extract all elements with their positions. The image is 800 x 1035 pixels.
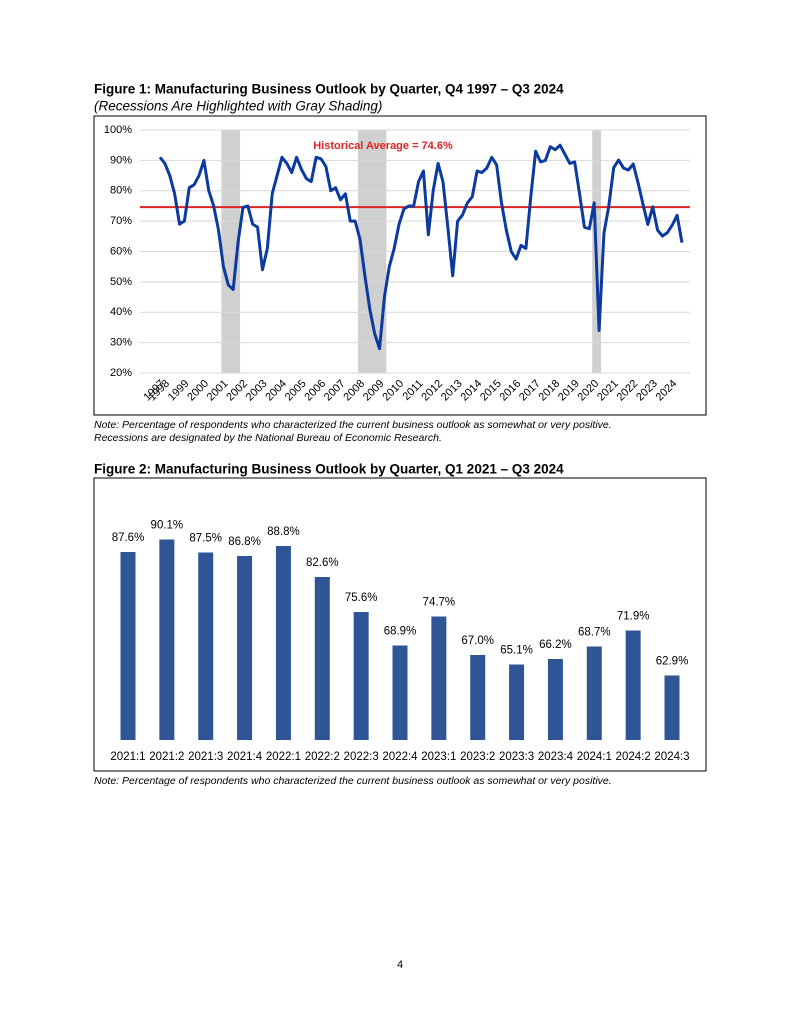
x-tick-label: 2024:2 xyxy=(616,751,651,763)
x-tick-label: 2024:1 xyxy=(577,751,612,763)
y-tick-label: 30% xyxy=(110,337,132,349)
bar xyxy=(664,675,680,740)
value-label: 88.8% xyxy=(267,526,300,538)
value-label: 87.5% xyxy=(189,533,222,545)
figure-subtitle: (Recessions Are Highlighted with Gray Sh… xyxy=(94,99,382,114)
x-tick-label: 2021:2 xyxy=(149,751,184,763)
x-tick-label: 2021 xyxy=(595,378,621,404)
x-tick-label: 2020 xyxy=(576,378,602,404)
note: Recessions are designated by the Nationa… xyxy=(94,432,442,444)
x-tick-label: 2022:1 xyxy=(266,751,301,763)
bar xyxy=(547,659,563,740)
x-tick-label: 2002 xyxy=(224,378,250,404)
x-tick-label: 2005 xyxy=(283,378,309,404)
x-tick-label: 2000 xyxy=(185,378,211,404)
bar xyxy=(392,645,408,740)
x-tick-label: 2014 xyxy=(458,378,484,404)
bar xyxy=(314,577,330,740)
y-tick-label: 90% xyxy=(110,154,132,166)
x-tick-label: 2023 xyxy=(634,378,660,404)
x-tick-label: 2024 xyxy=(654,378,680,404)
x-tick-label: 2021:3 xyxy=(188,751,223,763)
x-tick-label: 2015 xyxy=(478,378,504,404)
value-label: 86.8% xyxy=(228,536,261,548)
x-tick-label: 2007 xyxy=(322,378,348,404)
x-tick-label: 2013 xyxy=(439,378,465,404)
x-tick-label: 2006 xyxy=(302,378,328,404)
x-tick-label: 2010 xyxy=(380,378,406,404)
bar xyxy=(159,539,175,740)
y-tick-label: 60% xyxy=(110,245,132,257)
bar xyxy=(353,612,369,740)
y-tick-label: 70% xyxy=(110,215,132,227)
y-tick-label: 40% xyxy=(110,306,132,318)
note: Note: Percentage of respondents who char… xyxy=(94,419,612,431)
value-label: 68.7% xyxy=(578,627,611,639)
x-tick-label: 2022:4 xyxy=(382,751,418,763)
x-tick-label: 2023:3 xyxy=(499,751,534,763)
series-line xyxy=(158,143,684,351)
bar xyxy=(431,616,447,740)
bar xyxy=(586,646,602,740)
chart-frame xyxy=(93,115,707,416)
y-tick-label: 50% xyxy=(110,276,132,288)
y-tick-label: 80% xyxy=(110,185,132,197)
bar xyxy=(237,556,253,740)
x-tick-label: 2003 xyxy=(244,378,270,404)
x-tick-label: 2009 xyxy=(361,378,387,404)
bar xyxy=(275,546,291,740)
value-label: 87.6% xyxy=(112,532,145,544)
x-tick-label: 2008 xyxy=(341,378,367,404)
value-label: 67.0% xyxy=(461,635,494,647)
figure-title: Figure 2: Manufacturing Business Outlook… xyxy=(94,462,564,477)
y-tick-label: 20% xyxy=(110,367,132,379)
x-tick-label: 2023:4 xyxy=(538,751,574,763)
x-tick-label: 2019 xyxy=(556,378,582,404)
x-tick-label: 2022:3 xyxy=(344,751,379,763)
value-label: 62.9% xyxy=(656,656,689,668)
x-tick-label: 2024:3 xyxy=(654,751,689,763)
x-tick-label: 2011 xyxy=(401,378,426,403)
page-number: 4 xyxy=(397,959,403,971)
x-tick-label: 1998 xyxy=(146,378,172,404)
x-tick-label: 2023:1 xyxy=(421,751,456,763)
x-tick-label: 2017 xyxy=(517,378,543,404)
value-label: 71.9% xyxy=(617,611,650,623)
note: Note: Percentage of respondents who char… xyxy=(94,775,612,787)
bar xyxy=(509,664,525,740)
value-label: 68.9% xyxy=(384,626,417,638)
bar xyxy=(470,655,486,740)
x-tick-label: 2021:1 xyxy=(110,751,145,763)
chart-frame xyxy=(93,477,707,772)
value-label: 74.7% xyxy=(423,597,456,609)
x-tick-label: 2012 xyxy=(419,378,445,404)
value-label: 75.6% xyxy=(345,592,378,604)
y-tick-label: 100% xyxy=(104,124,132,136)
x-tick-label: 1999 xyxy=(166,378,192,404)
value-label: 82.6% xyxy=(306,557,339,569)
bar xyxy=(625,630,641,740)
value-label: 65.1% xyxy=(500,645,533,657)
reference-label: Historical Average = 74.6% xyxy=(313,140,453,152)
x-tick-label: 2001 xyxy=(205,378,231,404)
x-tick-label: 2018 xyxy=(537,378,563,404)
x-tick-label: 2022:2 xyxy=(305,751,340,763)
value-label: 90.1% xyxy=(151,520,184,532)
bar xyxy=(120,552,136,740)
x-tick-label: 2022 xyxy=(615,378,641,404)
bar xyxy=(198,552,214,740)
x-tick-label: 2023:2 xyxy=(460,751,495,763)
x-tick-label: 2021:4 xyxy=(227,751,263,763)
x-tick-label: 2004 xyxy=(263,378,289,404)
x-tick-label: 2016 xyxy=(498,378,524,404)
value-label: 66.2% xyxy=(539,639,572,651)
figure-title: Figure 1: Manufacturing Business Outlook… xyxy=(94,82,564,97)
